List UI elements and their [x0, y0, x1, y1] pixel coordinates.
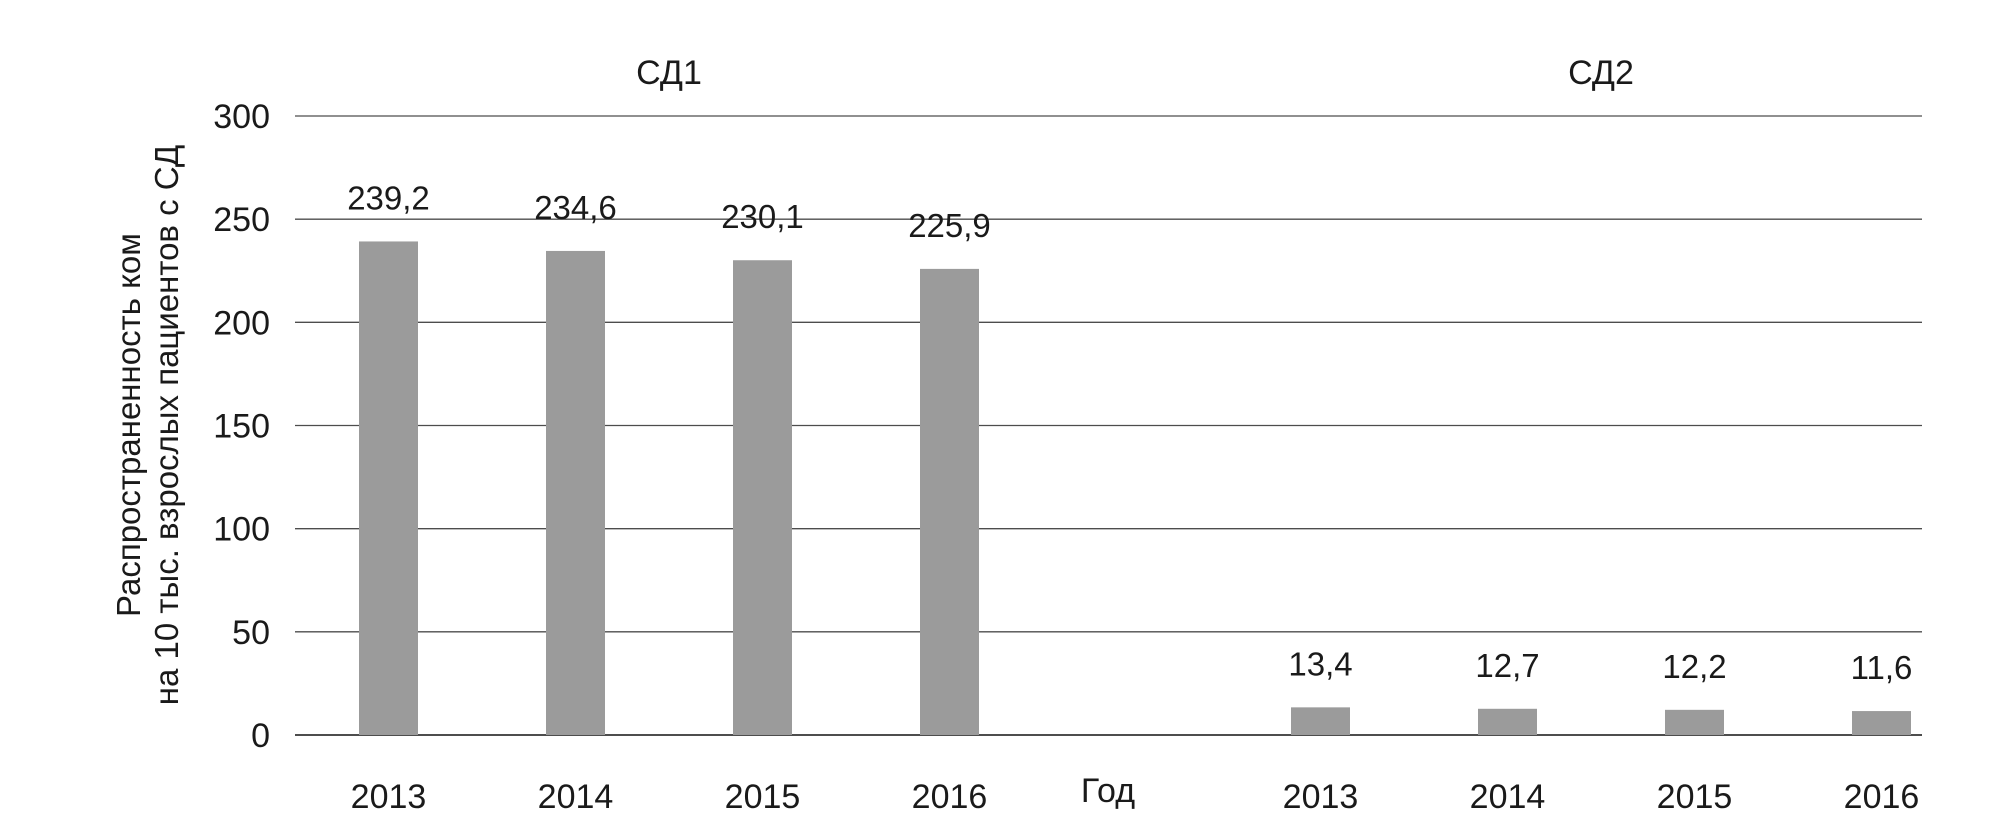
data-label: 11,6	[1851, 649, 1913, 686]
data-label: 239,2	[347, 179, 430, 216]
data-label: 12,7	[1475, 647, 1539, 684]
x-tick-label: 2015	[1657, 778, 1733, 816]
y-tick-label: 300	[213, 98, 270, 136]
group-title: СД2	[1568, 54, 1634, 92]
x-tick-label: 2013	[351, 778, 427, 816]
y-tick-label: 250	[213, 201, 270, 239]
x-tick-label: 2016	[1844, 778, 1920, 816]
y-tick-label: 200	[213, 304, 270, 342]
data-label: 234,6	[534, 189, 617, 226]
x-axis-label: Год	[1081, 772, 1135, 810]
x-tick-label: 2015	[725, 778, 801, 816]
bar	[1665, 709, 1724, 735]
bar	[1291, 707, 1350, 735]
bar	[546, 250, 605, 735]
data-label: 230,1	[721, 198, 804, 235]
bars	[359, 241, 1911, 735]
y-tick-label: 150	[213, 408, 270, 446]
bar	[359, 241, 418, 735]
data-label: 225,9	[908, 207, 991, 244]
bar	[733, 260, 792, 735]
y-axis-title: Распространенность комна 10 тыс. взрослы…	[110, 145, 185, 705]
bar	[1478, 708, 1537, 735]
y-tick-label: 50	[232, 614, 270, 652]
y-tick-label: 0	[251, 717, 270, 755]
x-tick-label: 2014	[538, 778, 614, 816]
labels: 0 50 100 150 200 250 300 239,2 2013 234,6 2014 230,…	[213, 54, 1919, 816]
y-axis-label: Распространенность комна 10 тыс. взрослы…	[110, 145, 185, 705]
x-tick-label: 2013	[1283, 778, 1359, 816]
bar	[920, 268, 979, 735]
x-tick-label: 2016	[912, 778, 988, 816]
data-label: 12,2	[1662, 648, 1726, 685]
y-tick-label: 100	[213, 511, 270, 549]
bar	[1852, 711, 1911, 735]
group-title: СД1	[636, 54, 702, 92]
x-tick-label: 2014	[1470, 778, 1546, 816]
data-label: 13,4	[1288, 645, 1352, 682]
